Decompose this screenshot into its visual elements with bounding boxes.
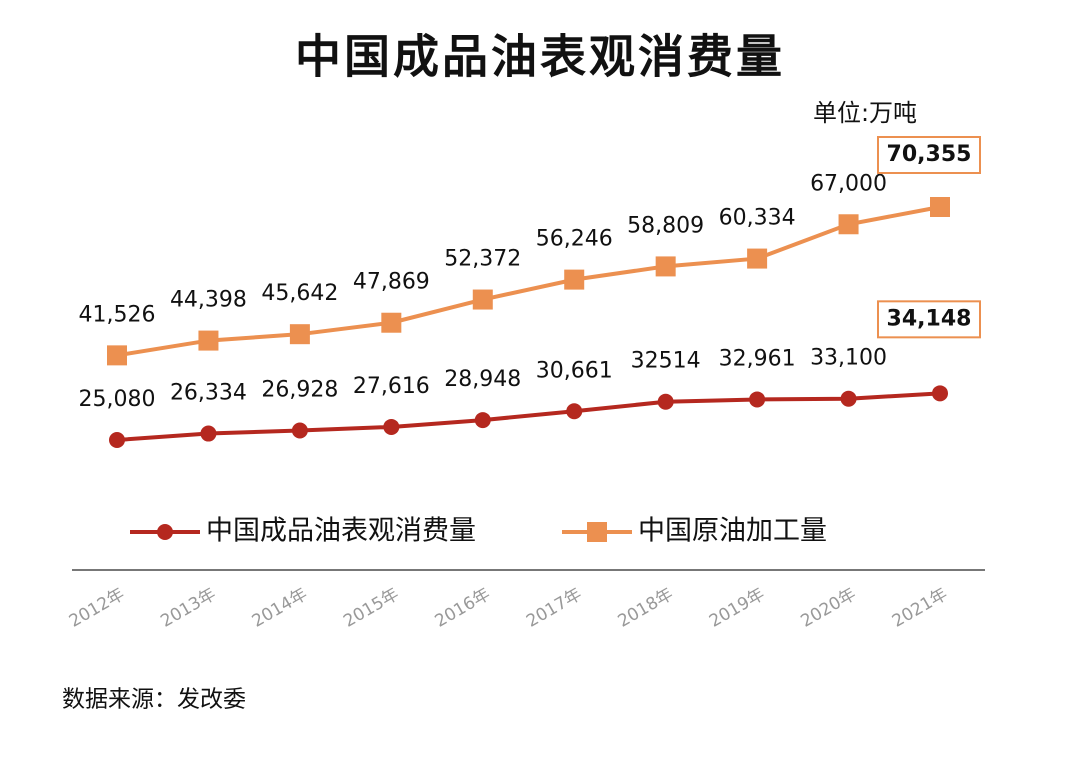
value-label: 32514	[631, 349, 701, 374]
marker	[840, 390, 857, 407]
value-label: 28,948	[444, 367, 521, 392]
value-label: 25,080	[79, 387, 156, 412]
x-tick-label: 2021年	[889, 584, 951, 631]
marker	[657, 393, 674, 410]
value-label: 47,869	[353, 270, 430, 295]
value-label: 60,334	[719, 206, 796, 231]
marker	[289, 324, 310, 345]
marker	[291, 422, 308, 439]
x-tick-label: 2013年	[157, 584, 219, 631]
x-tick-label: 2018年	[615, 584, 677, 631]
value-label: 45,642	[261, 281, 338, 306]
legend-label: 中国原油加工量	[638, 516, 827, 547]
value-label: 34,148	[887, 306, 972, 331]
x-tick-label: 2020年	[797, 584, 859, 631]
source-note: 数据来源：发改委	[62, 687, 246, 713]
legend-marker	[157, 524, 173, 540]
x-tick-label: 2014年	[249, 584, 311, 631]
value-label: 41,526	[79, 302, 156, 327]
value-label: 67,000	[810, 171, 887, 196]
marker	[838, 214, 859, 235]
x-tick-label: 2019年	[706, 584, 768, 631]
marker	[383, 418, 400, 435]
value-label: 52,372	[444, 247, 521, 272]
marker	[474, 412, 491, 429]
marker	[932, 385, 948, 402]
marker	[198, 330, 219, 351]
marker	[472, 289, 493, 310]
value-label: 32,961	[719, 346, 796, 371]
x-tick-label: 2015年	[340, 584, 402, 631]
legend-label: 中国成品油表观消费量	[206, 516, 476, 547]
value-label: 27,616	[353, 374, 430, 399]
chart-title: 中国成品油表观消费量	[295, 30, 785, 84]
marker	[749, 391, 766, 408]
marker	[107, 345, 127, 366]
marker	[566, 403, 583, 420]
label-box	[877, 300, 981, 339]
x-tick-label: 2012年	[66, 584, 128, 631]
series-line	[116, 205, 941, 358]
label-box	[877, 136, 981, 174]
marker	[200, 425, 217, 442]
x-tick-label: 2016年	[432, 584, 494, 631]
value-label: 58,809	[627, 213, 704, 238]
value-label: 26,928	[261, 377, 338, 402]
marker	[564, 269, 585, 290]
marker	[930, 197, 950, 217]
legend-marker	[587, 522, 607, 542]
value-label: 26,334	[170, 381, 247, 406]
value-label: 70,355	[887, 142, 972, 167]
value-label: 33,100	[810, 346, 887, 371]
value-label: 44,398	[170, 288, 247, 313]
x-tick-label: 2017年	[523, 584, 585, 631]
series-line	[116, 391, 941, 442]
marker	[655, 256, 676, 277]
marker	[381, 312, 402, 333]
marker	[747, 248, 768, 269]
marker	[109, 432, 125, 448]
value-label: 30,661	[536, 358, 613, 383]
value-label: 56,246	[536, 227, 613, 252]
unit-label: 单位:万吨	[813, 99, 917, 127]
